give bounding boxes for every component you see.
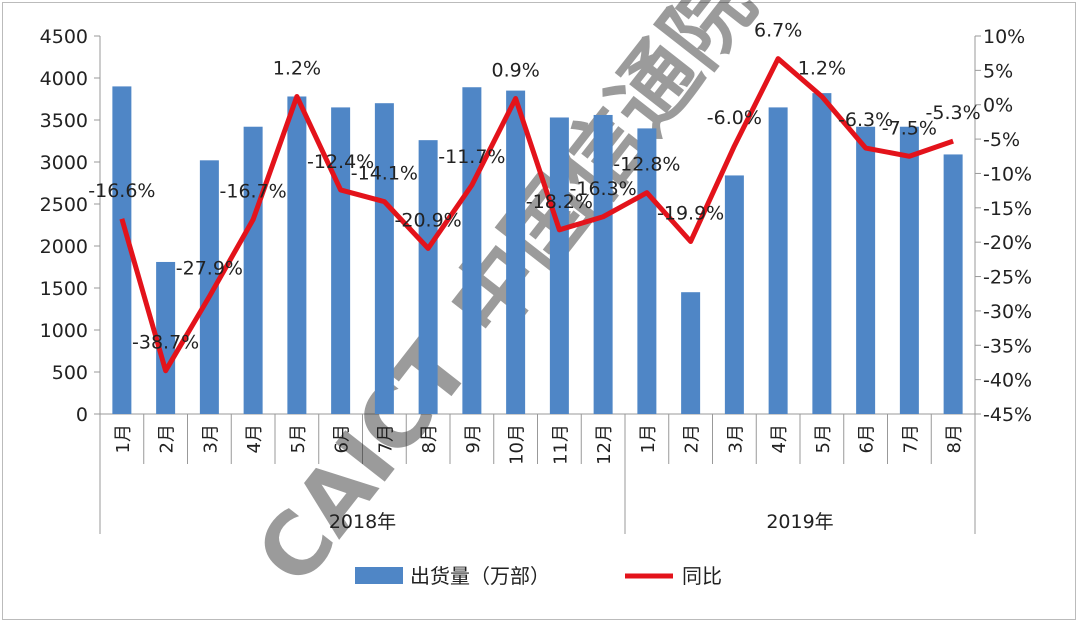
category-label: 9月 (463, 424, 484, 453)
bar (549, 117, 569, 414)
right-tick-label: 10% (983, 26, 1025, 48)
bar (724, 175, 744, 414)
data-label: -11.7% (438, 146, 505, 168)
category-label: 4月 (769, 424, 790, 453)
right-tick-label: -15% (983, 198, 1032, 220)
category-label: 1月 (113, 424, 134, 453)
left-tick-label: 3500 (40, 110, 88, 132)
category-label: 1月 (638, 424, 659, 453)
data-label: -16.7% (220, 181, 287, 203)
bar (943, 154, 963, 414)
left-tick-label: 2500 (40, 194, 88, 216)
left-tick-label: 4500 (40, 26, 88, 48)
data-label: -12.8% (613, 154, 680, 176)
data-label: 0.9% (491, 60, 539, 82)
bar (812, 93, 832, 415)
right-tick-label: -30% (983, 301, 1032, 323)
data-label: -19.9% (657, 202, 724, 224)
category-label: 11月 (550, 424, 571, 465)
data-label: -16.6% (88, 180, 155, 202)
category-label: 2月 (157, 424, 178, 453)
legend-line-label: 同比 (682, 564, 722, 588)
data-label: -7.5% (882, 117, 937, 139)
category-label: 4月 (244, 424, 265, 453)
data-label: -14.1% (351, 163, 418, 185)
right-tick-label: 0% (983, 95, 1013, 117)
bar (199, 160, 219, 414)
bar (681, 292, 701, 414)
bar (506, 90, 526, 414)
group-label: 2019年 (766, 511, 833, 533)
bar (899, 126, 919, 414)
data-label: -38.7% (132, 332, 199, 354)
data-label: 1.2% (273, 57, 321, 79)
category-label: 5月 (288, 424, 309, 453)
right-tick-label: -45% (983, 404, 1032, 426)
left-tick-label: 0 (76, 404, 88, 426)
category-label: 8月 (944, 424, 965, 453)
left-tick-label: 3000 (40, 152, 88, 174)
bar (768, 107, 788, 415)
category-label: 8月 (419, 424, 440, 453)
category-label: 12月 (594, 424, 615, 465)
bar (243, 126, 263, 414)
data-label: -6.0% (707, 107, 762, 129)
data-label: -12.4% (307, 151, 374, 173)
data-label: -16.3% (570, 178, 637, 200)
left-tick-label: 500 (52, 362, 88, 384)
right-tick-label: -5% (983, 129, 1020, 151)
category-label: 5月 (813, 424, 834, 453)
legend-bar-label: 出货量（万部） (410, 564, 550, 588)
bar (112, 86, 132, 415)
group-label: 2018年 (329, 511, 396, 533)
category-label: 3月 (200, 424, 221, 453)
category-label: 10月 (507, 424, 528, 465)
category-label: 3月 (725, 424, 746, 453)
bar (156, 261, 176, 414)
yoy-line (119, 56, 954, 374)
data-label: -6.3% (838, 109, 893, 131)
bar (418, 140, 438, 414)
left-tick-label: 1000 (40, 320, 88, 342)
category-label: 2月 (682, 424, 703, 453)
right-tick-label: -10% (983, 163, 1032, 185)
right-tick-label: -20% (983, 232, 1032, 254)
right-tick-label: 5% (983, 60, 1013, 82)
data-label: 1.2% (798, 57, 846, 79)
category-label: 7月 (375, 424, 396, 453)
left-tick-label: 4000 (40, 68, 88, 90)
legend-bar-swatch (355, 567, 403, 584)
category-label: 6月 (857, 424, 878, 453)
bar (593, 114, 613, 415)
bar (462, 87, 482, 415)
bar (374, 103, 394, 414)
left-tick-label: 1500 (40, 278, 88, 300)
data-label: -18.2% (526, 191, 593, 213)
right-tick-label: -40% (983, 370, 1032, 392)
bar (856, 126, 876, 414)
right-tick-label: -35% (983, 335, 1032, 357)
category-label: 6月 (332, 424, 353, 453)
data-label: -27.9% (176, 257, 243, 279)
category-label: 7月 (900, 424, 921, 453)
data-label: -20.9% (395, 209, 462, 231)
bar (287, 96, 307, 414)
left-tick-label: 2000 (40, 236, 88, 258)
data-label: -5.3% (926, 102, 981, 124)
data-label: 6.7% (754, 20, 802, 42)
right-tick-label: -25% (983, 267, 1032, 289)
